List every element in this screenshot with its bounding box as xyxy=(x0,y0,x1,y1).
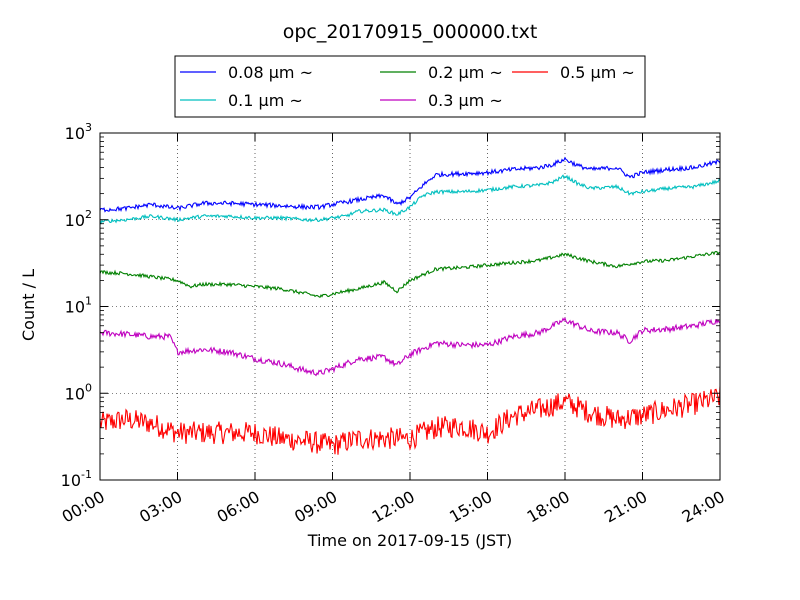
series-group xyxy=(100,156,720,455)
legend-entry: 0.2 μm ~ xyxy=(428,63,503,82)
series-line-1 xyxy=(100,174,720,225)
y-tick-label: 100 xyxy=(65,381,92,403)
series-line-0 xyxy=(100,156,720,213)
legend: 0.08 μm ~ 0.1 μm ~ 0.2 μm ~ 0.3 μm ~ 0.5 μm … xyxy=(174,55,646,118)
legend-box xyxy=(174,55,646,118)
y-tick-label: 101 xyxy=(65,295,92,317)
legend-entry: 0.3 μm ~ xyxy=(428,91,503,110)
y-tick-label: 102 xyxy=(65,208,92,230)
legend-entry: 0.08 μm ~ xyxy=(228,63,313,82)
y-tick-label: 10-1 xyxy=(61,468,92,490)
legend-entry: 0.5 μm ~ xyxy=(560,63,635,82)
legend-entry: 0.1 μm ~ xyxy=(228,91,303,110)
chart-title: opc_20170915_000000.txt xyxy=(283,21,538,43)
x-axis-label: Time on 2017-09-15 (JST) xyxy=(307,531,512,550)
series-line-2 xyxy=(100,250,720,299)
y-axis-label: Count / L xyxy=(19,269,38,341)
series-line-4 xyxy=(100,386,720,455)
series-line-3 xyxy=(100,316,720,377)
y-tick-label: 103 xyxy=(65,121,92,143)
